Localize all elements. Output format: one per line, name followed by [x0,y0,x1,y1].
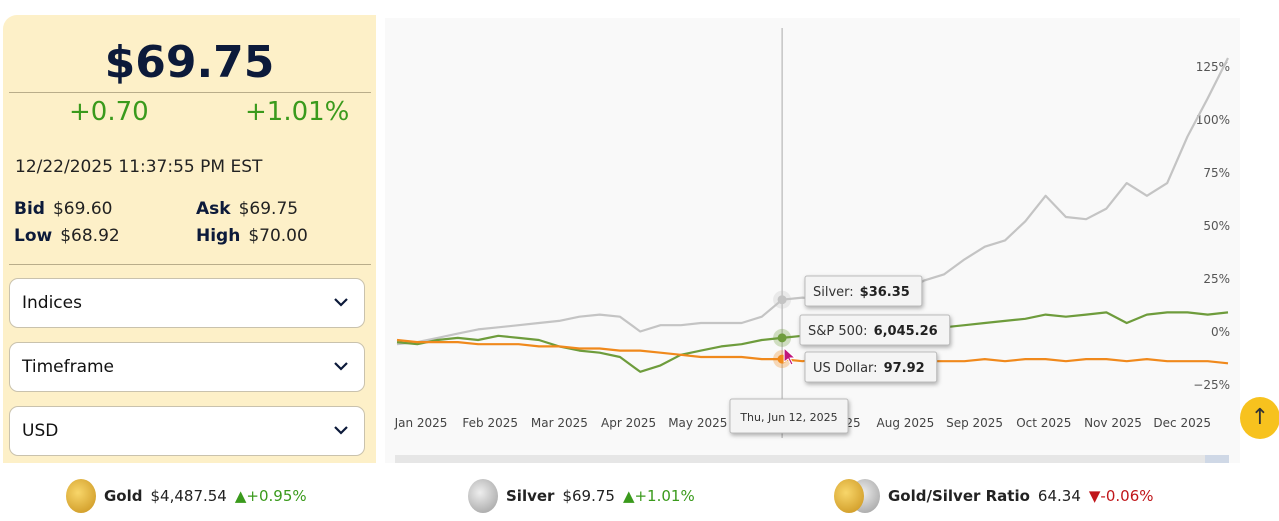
dropdown[interactable]: USD [9,406,365,456]
scroll-top-button[interactable]: ↑ [1240,397,1279,439]
tooltip-label: Silver: [813,285,854,300]
dropdown-label: Timeframe [22,357,115,377]
ticker-name: Gold/Silver Ratio [888,487,1030,505]
x-tick-label: Mar 2025 [531,416,588,430]
ticker-name: Silver [506,487,555,505]
y-tick-label: 75% [1203,166,1230,180]
dropdown-label: Indices [22,293,82,313]
ticker-price: $4,487.54 [150,487,227,505]
timestamp: 12/22/2025 11:37:55 PM EST [15,157,263,177]
divider [9,264,371,265]
tooltip-value: 6,045.26 [874,324,938,339]
ticker-item: Gold $4,487.54 ▲+0.95% [66,479,307,513]
value: $70.00 [248,226,308,246]
ask: Ask $69.75 [196,199,298,219]
bid: Bid $69.60 [14,199,112,219]
tooltip: S&P 500: 6,045.26 [799,314,951,346]
y-tick-label: 25% [1203,272,1230,286]
ratio-coins [834,479,880,513]
gold-coin [66,479,96,513]
cursor [783,346,797,366]
tooltip-box [799,314,951,346]
x-tick-label: Feb 2025 [462,416,518,430]
navigator [395,455,1229,463]
x-tick-label: Apr 2025 [601,416,656,430]
ticker-name: Gold [104,487,143,505]
ticker-price: 64.34 [1037,487,1081,505]
value: $69.60 [52,199,113,219]
tooltip-label: US Dollar: [813,361,878,376]
ticker-price: $69.75 [562,487,615,505]
x-tick-label: Aug 2025 [877,416,935,430]
quote-panel: $69.75 +0.70 +1.01% 12/22/2025 11:37:55 … [3,15,376,465]
value: $68.92 [60,226,120,246]
ticker-bar: Gold $4,487.54 ▲+0.95% Silver $69.75 ▲+1.01%… [0,463,1279,521]
tooltip-value: $36.35 [860,285,910,300]
label: Low [14,226,53,246]
x-tick-label: May 2025 [668,416,727,430]
low: Low $68.92 [14,226,120,246]
hover-point [777,333,787,343]
label: Ask [196,199,231,219]
y-tick-label: 0% [1211,325,1230,339]
ticker-item: Silver $69.75 ▲+1.01% [468,479,695,513]
ticker-change: ▲+0.95% [234,487,307,505]
tooltip-box [804,351,938,383]
dropdown[interactable]: Timeframe [9,342,365,392]
x-tick-label: Nov 2025 [1084,416,1142,430]
x-tick-label: Sep 2025 [946,416,1003,430]
price: $69.75 [104,37,275,88]
divider [9,92,371,93]
ticker-item: Gold/Silver Ratio 64.34 ▼-0.06% [834,479,1154,513]
date-tooltip: Thu, Jun 12, 2025 [729,398,849,434]
high: High $70.00 [196,226,308,246]
ticker-change: ▼-0.06% [1088,487,1154,505]
date-tooltip-label: Thu, Jun 12, 2025 [739,411,837,424]
y-tick-label: −25% [1193,378,1230,392]
tooltip: US Dollar: 97.92 [804,351,938,383]
chart: −25%0%25%50%75%100%125%Jan 2025 Feb 2025 M… [394,28,1230,463]
ticker-change-value: -0.06% [1100,487,1154,505]
y-tick-label: 50% [1203,219,1230,233]
hover-point [777,295,787,305]
tooltip: Silver: $36.35 [804,275,923,307]
label: Bid [14,199,45,219]
navigator-handle [1205,455,1229,463]
y-tick-label: 100% [1196,113,1230,127]
label: High [196,226,241,246]
change: +0.70 [69,97,149,127]
silver-coin [468,479,498,513]
date-tooltip-box [729,398,849,434]
ticker-change-value: +1.01% [634,487,695,505]
tooltip-value: 97.92 [884,361,925,376]
dropdown-label: USD [22,421,59,441]
chevron [334,362,348,371]
ticker-change-value: +0.95% [246,487,307,505]
change-pct: +1.01% [245,97,350,127]
ticker-change: ▲+1.01% [622,487,695,505]
chart-area: −25% 0% 25% 50% 75% 100% 125% Jan 2025 Feb 2025 M… [385,18,1240,463]
chevron [334,298,348,307]
tooltip-box [804,275,923,307]
x-tick-label: Oct 2025 [1016,416,1071,430]
tooltip-label: S&P 500: [808,324,868,339]
value: $69.75 [238,199,299,219]
dropdown[interactable]: Indices [9,278,365,328]
x-tick-label: Dec 2025 [1153,416,1211,430]
x-tick-label: Jan 2025 [394,416,448,430]
chevron [334,426,348,435]
